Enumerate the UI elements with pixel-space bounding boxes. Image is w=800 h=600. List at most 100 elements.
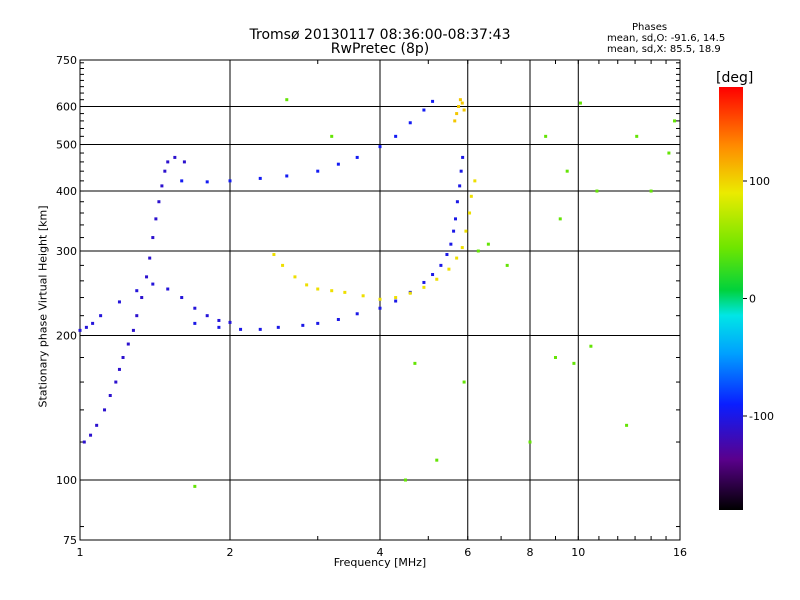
data-point <box>117 367 121 371</box>
data-point <box>205 180 209 184</box>
phase-stats-ordinary: mean, sd,O: -91.6, 14.5 <box>607 33 726 44</box>
data-point <box>305 283 309 287</box>
data-point <box>258 327 262 331</box>
data-point <box>89 433 93 437</box>
data-point <box>458 98 462 102</box>
data-point <box>114 380 118 384</box>
x-tick-label: 2 <box>227 546 234 559</box>
data-point <box>157 200 161 204</box>
data-point <box>316 287 320 291</box>
data-point <box>578 101 582 105</box>
data-point <box>82 440 86 444</box>
data-point <box>469 194 473 198</box>
data-point <box>154 217 158 221</box>
data-point <box>625 423 629 427</box>
chart-subtitle: RwPretec (8p) <box>330 41 430 57</box>
data-point <box>544 134 548 138</box>
data-point <box>403 478 407 482</box>
data-point <box>330 289 334 293</box>
data-point <box>301 323 305 327</box>
data-point <box>239 327 243 331</box>
y-tick-label: 750 <box>56 54 77 67</box>
data-point <box>193 484 197 488</box>
data-point <box>667 151 671 155</box>
data-point <box>439 263 443 267</box>
data-point <box>355 312 359 316</box>
x-axis-label: Frequency [MHz] <box>333 556 427 569</box>
colorbar-tick-label: -100 <box>749 410 774 423</box>
data-point <box>148 256 152 260</box>
data-point <box>378 306 382 310</box>
data-point <box>462 380 466 384</box>
data-point <box>558 217 562 221</box>
data-point <box>163 169 167 173</box>
data-point <box>461 155 465 159</box>
data-point <box>281 263 285 267</box>
data-point <box>180 179 184 183</box>
data-point <box>285 174 289 178</box>
data-point <box>217 318 221 322</box>
colorbar <box>719 87 743 510</box>
data-point <box>135 314 139 318</box>
data-point <box>228 320 232 324</box>
y-tick-label: 500 <box>56 139 77 152</box>
data-point <box>108 394 112 398</box>
x-tick-label: 1 <box>77 546 84 559</box>
data-point <box>468 211 472 215</box>
data-point <box>316 169 320 173</box>
data-point <box>455 200 459 204</box>
data-point <box>205 314 209 318</box>
data-point <box>408 291 412 295</box>
data-point <box>435 277 439 281</box>
data-point <box>422 280 426 284</box>
colorbar-tick-label: 100 <box>749 175 770 188</box>
x-tick-label: 16 <box>673 546 687 559</box>
data-point <box>140 296 144 300</box>
data-point <box>595 189 599 193</box>
data-point <box>180 296 184 300</box>
x-tick-label: 10 <box>571 546 585 559</box>
y-tick-label: 100 <box>56 474 77 487</box>
data-point <box>258 176 262 180</box>
data-point <box>95 423 99 427</box>
data-point <box>378 145 382 149</box>
data-point <box>673 119 677 123</box>
data-point <box>336 162 340 166</box>
data-point <box>449 242 453 246</box>
data-point <box>476 249 480 253</box>
data-point <box>131 328 135 332</box>
data-point <box>228 179 232 183</box>
x-tick-label: 6 <box>464 546 471 559</box>
data-point <box>458 184 462 188</box>
data-point <box>182 160 186 164</box>
data-point <box>285 98 289 102</box>
data-point <box>84 325 88 329</box>
data-point <box>193 321 197 325</box>
y-tick-label: 600 <box>56 101 77 114</box>
y-tick-label: 300 <box>56 245 77 258</box>
data-point <box>99 314 103 318</box>
data-point <box>151 236 155 240</box>
data-point <box>121 355 125 359</box>
data-point <box>173 155 177 159</box>
colorbar-label: [deg] <box>716 70 754 86</box>
data-point <box>422 285 426 289</box>
data-point <box>455 256 459 260</box>
data-point <box>91 321 95 325</box>
data-point <box>408 121 412 125</box>
data-point <box>459 169 463 173</box>
data-point <box>160 184 164 188</box>
data-point <box>457 105 461 109</box>
y-tick-label: 75 <box>63 534 77 547</box>
data-point <box>553 355 557 359</box>
data-point <box>486 242 490 246</box>
data-point <box>217 325 221 329</box>
data-point <box>565 169 569 173</box>
chart-title: Tromsø 20130117 08:36:00-08:37:43 <box>249 27 511 43</box>
phase-stats-extraordinary: mean, sd,X: 85.5, 18.9 <box>607 44 721 55</box>
data-point <box>528 440 532 444</box>
data-point <box>117 300 121 304</box>
data-point <box>460 246 464 250</box>
data-point <box>452 229 456 233</box>
